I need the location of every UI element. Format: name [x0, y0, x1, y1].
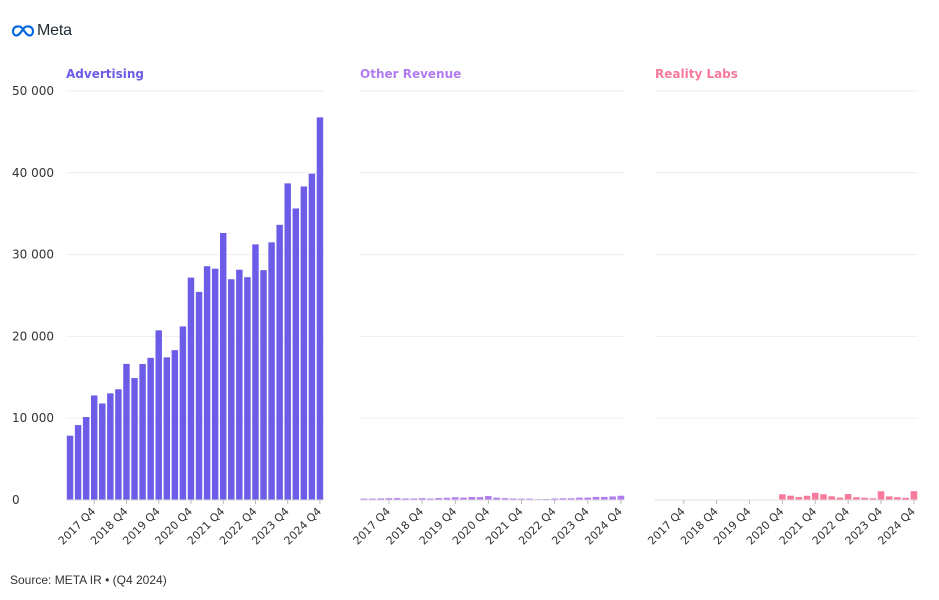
bar	[203, 266, 211, 500]
bar	[139, 364, 146, 500]
bar	[559, 498, 567, 500]
bar	[195, 291, 203, 500]
bar	[260, 270, 267, 500]
bar	[894, 497, 901, 500]
bar	[369, 498, 376, 500]
bar	[567, 498, 575, 500]
bar	[179, 326, 187, 500]
bar	[107, 393, 114, 500]
bar	[443, 497, 451, 500]
panel-title: Other Revenue	[360, 67, 461, 81]
bar	[211, 268, 219, 500]
bar	[803, 495, 811, 500]
bar	[123, 363, 130, 500]
bar	[501, 498, 509, 500]
bar	[828, 496, 835, 500]
bar	[609, 496, 616, 500]
bar	[171, 350, 179, 500]
meta-logo: Meta	[12, 22, 72, 40]
bar	[476, 497, 484, 500]
panel-title: Reality Labs	[655, 67, 738, 81]
bar	[155, 330, 162, 500]
bar	[460, 497, 467, 500]
y-tick-label: 0	[12, 493, 20, 507]
bar	[163, 357, 171, 500]
bar	[393, 498, 401, 500]
bar	[853, 497, 860, 500]
meta-infinity-icon	[12, 25, 34, 37]
bar	[451, 497, 459, 500]
bar	[427, 498, 434, 500]
bar	[820, 494, 827, 500]
bar	[244, 277, 251, 500]
bar	[377, 498, 385, 500]
y-tick-label: 20 000	[12, 329, 54, 343]
bar	[402, 498, 409, 500]
bar	[316, 117, 324, 500]
bar	[526, 498, 534, 500]
source-note: Source: META IR • (Q4 2024)	[10, 573, 167, 587]
bar	[276, 224, 283, 500]
bar	[844, 494, 852, 500]
bar	[99, 403, 106, 500]
bar	[811, 492, 819, 500]
bar	[284, 183, 291, 500]
bar	[252, 244, 259, 501]
bar	[910, 491, 918, 500]
bar	[576, 497, 583, 500]
bar	[617, 495, 625, 500]
y-tick-label: 40 000	[12, 166, 54, 180]
bar	[385, 498, 393, 500]
bar	[551, 498, 558, 500]
bar	[600, 496, 608, 500]
bar	[268, 242, 275, 500]
bar	[66, 435, 74, 500]
bar	[485, 496, 492, 500]
bar	[308, 173, 316, 500]
y-tick-label: 30 000	[12, 248, 54, 262]
y-tick-label: 10 000	[12, 411, 54, 425]
bar	[885, 496, 893, 500]
bar	[228, 279, 235, 500]
bar	[300, 186, 308, 500]
bar	[219, 233, 227, 500]
bar	[877, 491, 885, 500]
bar	[836, 497, 844, 500]
bar	[131, 378, 138, 500]
bar	[787, 495, 794, 500]
bar	[187, 277, 195, 500]
bar	[592, 496, 600, 500]
bar	[509, 498, 517, 500]
bar	[292, 208, 300, 500]
bar	[435, 498, 442, 500]
bar	[861, 497, 868, 500]
bar	[90, 395, 98, 500]
bar	[74, 425, 82, 500]
bar	[902, 497, 909, 500]
bar	[82, 417, 90, 500]
bar	[360, 498, 368, 500]
panel-title: Advertising	[66, 67, 144, 81]
bar	[410, 498, 418, 500]
bar	[493, 497, 500, 500]
bar	[236, 269, 243, 500]
bar	[779, 494, 786, 500]
bar	[518, 498, 525, 500]
y-tick-label: 50 000	[12, 84, 54, 98]
bar	[418, 498, 426, 500]
bar	[115, 389, 122, 500]
bar	[468, 496, 476, 500]
bar	[147, 357, 154, 500]
bar	[584, 497, 592, 500]
logo-text: Meta	[37, 22, 72, 39]
bar	[795, 497, 803, 500]
bar	[869, 498, 877, 500]
